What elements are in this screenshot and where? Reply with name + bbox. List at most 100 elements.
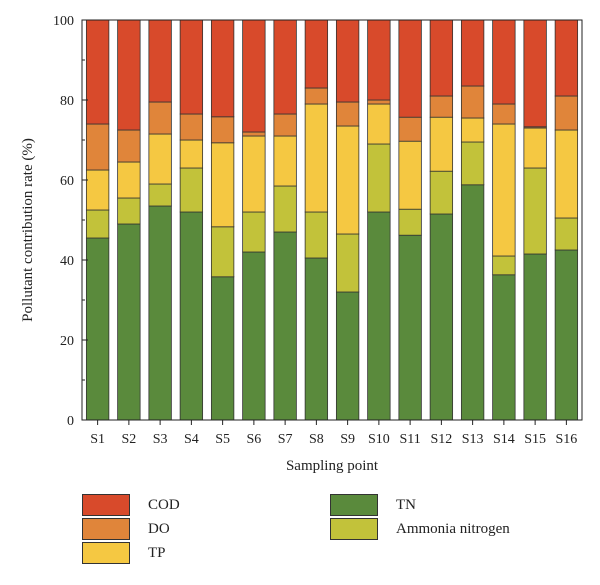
- bar-s11-tn: [398, 234, 422, 421]
- bar-s1-tn: [85, 237, 110, 421]
- y-tick-label: 0: [67, 414, 74, 429]
- bar-s13-do: [460, 85, 485, 119]
- bar-s9-tn: [335, 291, 360, 421]
- bar-s12-ammonia-nitrogen: [429, 170, 454, 215]
- x-tick-label: S5: [215, 432, 230, 447]
- bar-s2-tp: [117, 161, 141, 199]
- x-tick-label: S14: [493, 432, 515, 447]
- bar-s11-tp: [398, 140, 422, 210]
- y-axis-label: Pollutant contribution rate (%): [20, 138, 36, 322]
- bar-s5-tp: [210, 142, 235, 228]
- bar-s6-do: [242, 131, 266, 137]
- bar-s7-tp: [273, 135, 297, 187]
- x-tick-label: S7: [278, 432, 293, 447]
- bar-s12-do: [429, 95, 454, 118]
- x-tick-label: S13: [462, 432, 484, 447]
- bar-s6-cod: [242, 19, 266, 133]
- bar-s8-tn: [304, 257, 329, 421]
- bar-s3-do: [148, 101, 172, 135]
- x-tick-label: S2: [121, 432, 136, 447]
- x-tick-label: S15: [524, 432, 546, 447]
- bar-s14-cod: [492, 19, 516, 105]
- x-tick-label: S6: [246, 432, 261, 447]
- bar-s3-tn: [148, 205, 172, 421]
- bar-s7-do: [273, 113, 297, 137]
- bar-s5-tn: [210, 276, 235, 421]
- bar-s9-do: [335, 101, 360, 127]
- bar-s10-cod: [367, 19, 391, 101]
- bar-s16-ammonia-nitrogen: [554, 217, 579, 251]
- bar-s13-ammonia-nitrogen: [460, 141, 485, 186]
- y-tick-label: 20: [60, 334, 74, 349]
- bar-s2-do: [117, 129, 141, 163]
- bar-s5-ammonia-nitrogen: [210, 226, 235, 278]
- bar-s6-tp: [242, 135, 266, 213]
- bar-s12-cod: [429, 19, 454, 97]
- bar-s1-do: [85, 123, 110, 171]
- bar-s4-do: [179, 113, 204, 141]
- bar-s16-cod: [554, 19, 579, 97]
- bar-s9-ammonia-nitrogen: [335, 233, 360, 293]
- bar-s6-ammonia-nitrogen: [242, 211, 266, 253]
- x-tick-label: S16: [555, 432, 577, 447]
- bar-s15-ammonia-nitrogen: [523, 167, 547, 255]
- y-tick-label: 60: [60, 174, 74, 189]
- bars-group: [85, 19, 579, 421]
- bar-s16-do: [554, 95, 579, 131]
- bar-s10-do: [367, 99, 391, 105]
- bar-s15-cod: [523, 19, 547, 128]
- bar-s12-tn: [429, 213, 454, 421]
- bar-s4-tn: [179, 211, 204, 421]
- bar-s11-cod: [398, 19, 422, 118]
- bar-s14-do: [492, 103, 516, 125]
- bar-s6-tn: [242, 251, 266, 421]
- x-tick-label: S4: [184, 432, 199, 447]
- bar-s1-ammonia-nitrogen: [85, 209, 110, 239]
- bar-s4-tp: [179, 139, 204, 169]
- bar-s15-tn: [523, 253, 547, 421]
- bar-s2-ammonia-nitrogen: [117, 197, 141, 225]
- y-tick-label: 80: [60, 94, 74, 109]
- bar-s10-ammonia-nitrogen: [367, 143, 391, 213]
- bar-s4-ammonia-nitrogen: [179, 167, 204, 213]
- x-tick-label: S11: [399, 432, 420, 447]
- x-tick-label: S10: [368, 432, 390, 447]
- x-axis-label: Sampling point: [286, 458, 379, 474]
- bar-s8-ammonia-nitrogen: [304, 211, 329, 259]
- bar-s8-do: [304, 87, 329, 105]
- y-axis: 0 20 40 60 80 100: [53, 14, 88, 429]
- bar-s11-do: [398, 116, 422, 142]
- y-tick-label: 40: [60, 254, 74, 269]
- bar-s9-cod: [335, 19, 360, 103]
- bar-s3-cod: [148, 19, 172, 103]
- bar-s2-tn: [117, 223, 141, 421]
- bar-s13-cod: [460, 19, 485, 87]
- bar-s4-cod: [179, 19, 204, 115]
- y-tick-label: 100: [53, 14, 74, 29]
- x-tick-label: S12: [430, 432, 452, 447]
- bar-s9-tp: [335, 125, 360, 235]
- bar-s7-tn: [273, 231, 297, 421]
- bar-s16-tp: [554, 129, 579, 219]
- bar-s11-ammonia-nitrogen: [398, 208, 422, 236]
- bar-s7-cod: [273, 19, 297, 115]
- bar-s2-cod: [117, 19, 141, 131]
- bar-s8-tp: [304, 103, 329, 213]
- x-axis: S1 S2 S3 S4 S5 S6 S7 S8 S9 S10 S11 S12 S13 S14 S15 S16: [90, 420, 577, 447]
- bar-s8-cod: [304, 19, 329, 89]
- bar-s5-cod: [210, 19, 235, 118]
- bar-s1-tp: [85, 169, 110, 211]
- bar-s14-tn: [492, 274, 516, 421]
- x-tick-label: S1: [90, 432, 105, 447]
- bar-s12-tp: [429, 116, 454, 172]
- x-tick-label: S9: [340, 432, 355, 447]
- bar-s1-cod: [85, 19, 110, 125]
- x-tick-label: S3: [153, 432, 168, 447]
- bar-s5-do: [210, 116, 235, 144]
- x-tick-label: S8: [309, 432, 324, 447]
- bar-s3-tp: [148, 133, 172, 185]
- bar-s13-tp: [460, 117, 485, 143]
- bar-s14-ammonia-nitrogen: [492, 255, 516, 276]
- bar-s3-ammonia-nitrogen: [148, 183, 172, 207]
